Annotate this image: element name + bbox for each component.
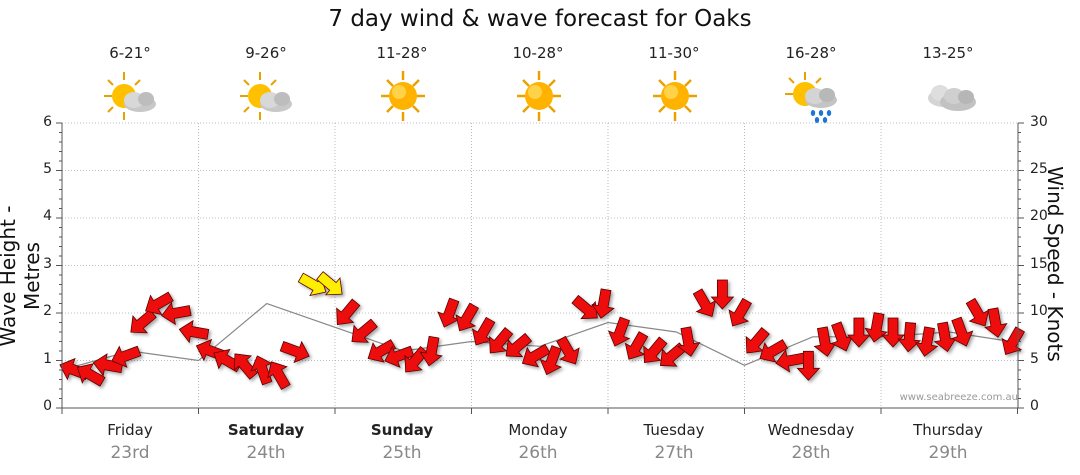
wind-arrow bbox=[745, 326, 770, 354]
temp-thursday: 13-25° bbox=[922, 44, 974, 62]
y-tick-left: 4 bbox=[43, 208, 52, 224]
temp-saturday: 9-26° bbox=[245, 44, 287, 62]
wind-arrow bbox=[267, 361, 291, 390]
wind-arrow bbox=[692, 288, 717, 318]
credit-watermark: www.seabreeze.com.au bbox=[899, 392, 1018, 403]
wind-arrow bbox=[521, 343, 551, 368]
wind-arrow bbox=[607, 316, 631, 347]
y-tick-left: 1 bbox=[43, 351, 52, 367]
y-tick-left: 3 bbox=[43, 256, 52, 272]
y-tick-right: 15 bbox=[1030, 256, 1048, 272]
date-label: 26th bbox=[518, 443, 558, 463]
y-tick-right: 20 bbox=[1030, 208, 1048, 224]
sun-icon bbox=[653, 71, 697, 121]
wind-arrow bbox=[914, 326, 939, 357]
date-label: 23rd bbox=[110, 443, 150, 463]
temp-sunday: 11-28° bbox=[376, 44, 428, 62]
wind-arrow bbox=[677, 326, 701, 357]
wind-arrow bbox=[830, 321, 854, 352]
wind-arrow bbox=[455, 302, 479, 332]
y-tick-left: 2 bbox=[43, 303, 52, 319]
wind-arrow bbox=[728, 297, 752, 327]
wind-arrow bbox=[145, 291, 174, 316]
wind-arrow bbox=[489, 326, 514, 354]
wind-arrow bbox=[161, 301, 192, 326]
temp-monday: 10-28° bbox=[512, 44, 564, 62]
wind-arrow bbox=[178, 319, 210, 344]
y-tick-right: 30 bbox=[1030, 114, 1048, 130]
wind-arrow bbox=[250, 355, 273, 386]
day-label-friday: Friday bbox=[107, 421, 153, 439]
y-tick-right: 5 bbox=[1030, 351, 1039, 367]
wind-arrow bbox=[950, 316, 974, 347]
wind-arrow bbox=[539, 345, 563, 376]
wind-arrow bbox=[897, 321, 922, 353]
wind-arrow bbox=[659, 342, 687, 367]
wind-arrow bbox=[505, 332, 533, 358]
wind-arrow bbox=[367, 339, 397, 363]
wind-arrow bbox=[419, 335, 443, 367]
cloudy-icon bbox=[928, 85, 976, 111]
wind-arrow bbox=[316, 271, 343, 296]
y-tick-left: 5 bbox=[43, 161, 52, 177]
wind-arrow bbox=[556, 335, 580, 365]
date-label: 27th bbox=[654, 443, 694, 463]
day-label-wednesday: Wednesday bbox=[767, 421, 855, 439]
day-label-tuesday: Tuesday bbox=[643, 421, 705, 439]
sun-icon bbox=[517, 71, 561, 121]
wind-arrow bbox=[643, 336, 668, 363]
temp-friday: 6-21° bbox=[109, 44, 151, 62]
wind-arrow bbox=[471, 316, 496, 346]
partly-cloudy-icon bbox=[240, 72, 292, 120]
wind-arrow bbox=[437, 297, 460, 328]
temp-wednesday: 16-28° bbox=[785, 44, 837, 62]
wind-arrow bbox=[571, 294, 598, 320]
wind-arrow bbox=[775, 349, 806, 373]
wind-arrow bbox=[1001, 326, 1025, 356]
wind-arrow bbox=[846, 317, 871, 348]
wind-arrow bbox=[624, 331, 649, 360]
y-tick-left: 6 bbox=[43, 114, 52, 130]
wind-arrow bbox=[933, 321, 958, 353]
day-label-saturday: Saturday bbox=[227, 421, 305, 439]
wind-arrow bbox=[965, 297, 990, 327]
chart-title: 7 day wind & wave forecast for Oaks bbox=[328, 6, 752, 32]
date-label: 24th bbox=[246, 443, 286, 463]
wind-arrow bbox=[384, 345, 415, 368]
wind-arrow bbox=[351, 318, 378, 343]
date-label: 29th bbox=[928, 443, 968, 463]
partly-cloudy-icon bbox=[104, 72, 156, 120]
wind-arrow bbox=[984, 307, 1008, 338]
sun-icon bbox=[381, 71, 425, 121]
day-label-thursday: Thursday bbox=[913, 421, 983, 439]
wind-arrow bbox=[336, 298, 361, 325]
y-tick-right: 0 bbox=[1030, 398, 1039, 414]
wind-arrow bbox=[279, 340, 310, 364]
wind-arrow bbox=[111, 345, 142, 368]
date-label: 25th bbox=[382, 443, 422, 463]
y-tick-left: 0 bbox=[43, 398, 52, 414]
day-label-sunday: Sunday bbox=[370, 421, 434, 439]
temp-tuesday: 11-30° bbox=[648, 44, 700, 62]
y-tick-right: 10 bbox=[1030, 303, 1048, 319]
wind-arrow bbox=[233, 353, 258, 380]
day-label-monday: Monday bbox=[508, 421, 568, 439]
date-label: 28th bbox=[791, 443, 831, 463]
wind-arrow bbox=[759, 339, 789, 363]
wind-arrow bbox=[591, 288, 615, 319]
y-tick-right: 25 bbox=[1030, 161, 1048, 177]
wind-arrow bbox=[76, 363, 106, 387]
wind-arrow bbox=[710, 279, 735, 310]
wind-arrow bbox=[796, 350, 821, 381]
showers-icon bbox=[785, 72, 837, 123]
